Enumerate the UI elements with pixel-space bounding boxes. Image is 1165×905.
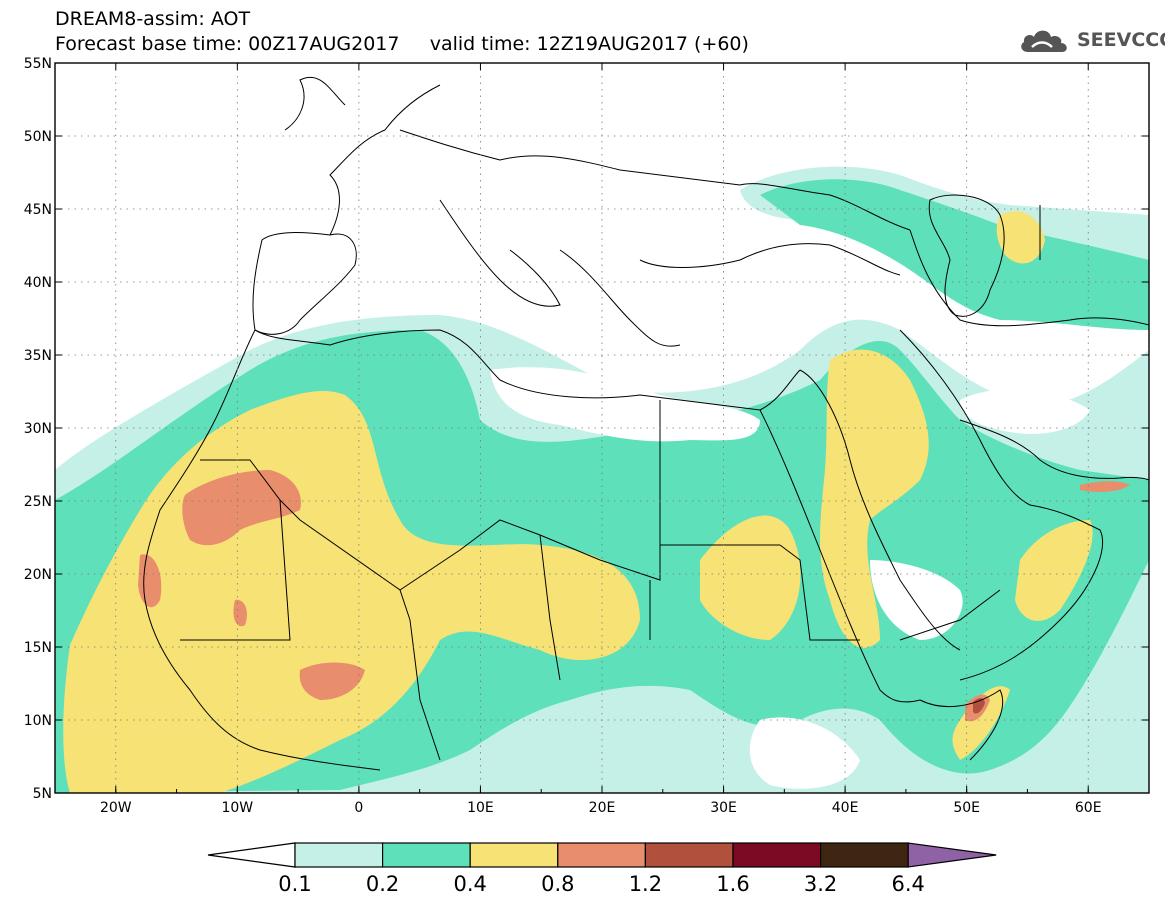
lat-tick-label: 50N [24,129,52,145]
colorbar-label: 1.2 [629,872,662,896]
aot-clear-areas [490,367,1090,789]
colorbar-label: 3.2 [804,872,837,896]
map-gridlines [55,63,1149,793]
title-line-1: DREAM8-assim: AOT [55,8,251,30]
colorbar-label: 0.4 [453,872,486,896]
lon-tick-label: 30E [710,800,737,816]
lat-tick-label: 30N [24,421,52,437]
valid-time: valid time: 12Z19AUG2017 (+60) [429,33,749,55]
lon-tick-label: 10E [467,800,494,816]
colorbar-box [732,842,822,868]
colorbar-box [382,842,471,868]
colorbar-label: 6.4 [891,872,924,896]
lat-tick-label: 10N [24,713,52,729]
colorbar-label: 0.2 [366,872,399,896]
cloud-logo-icon [1021,30,1067,52]
lon-tick-label: 20W [100,800,132,816]
lat-tick-label: 15N [24,640,52,656]
title-line-2: Forecast base time: 00Z17AUG2017 valid t… [55,33,749,55]
seevccc-logo: SEEVCCC [1018,24,1165,56]
lat-tick-label: 45N [24,202,52,218]
lat-tick-label: 25N [24,494,52,510]
lat-tick-label: 40N [24,275,52,291]
axis-ticks [54,62,1150,794]
lon-tick-label: 60E [1075,800,1102,816]
colorbar-label: 0.1 [278,872,311,896]
lon-tick-label: 20E [589,800,616,816]
lat-tick-label: 20N [24,567,52,583]
forecast-base-time: Forecast base time: 00Z17AUG2017 [55,33,400,55]
longitude-labels: 20W 10W 0 10E 20E 30E 40E 50E 60E [100,800,1102,816]
lon-tick-label: 10W [221,800,253,816]
colorbar-box [644,842,734,868]
colorbar-label: 1.6 [716,872,749,896]
lat-tick-label: 5N [33,786,52,802]
colorbar-box [819,842,909,868]
lon-tick-label: 40E [832,800,859,816]
colorbar-box [294,842,384,868]
colorbar-box [469,842,559,868]
lon-tick-label: 50E [953,800,980,816]
colorbar-under-arrow [207,842,296,868]
logo-text: SEEVCCC [1077,29,1165,51]
lat-tick-label: 55N [24,56,52,72]
colorbar-box [557,842,646,868]
lat-tick-label: 35N [24,348,52,364]
coastlines-borders [143,76,1149,771]
latitude-labels: 5N 10N 15N 20N 25N 30N 35N 40N 45N 50N 55N [24,56,52,802]
lon-tick-label: 0 [354,800,363,816]
colorbar-over-arrow [907,842,997,868]
colorbar-label: 0.8 [541,872,574,896]
